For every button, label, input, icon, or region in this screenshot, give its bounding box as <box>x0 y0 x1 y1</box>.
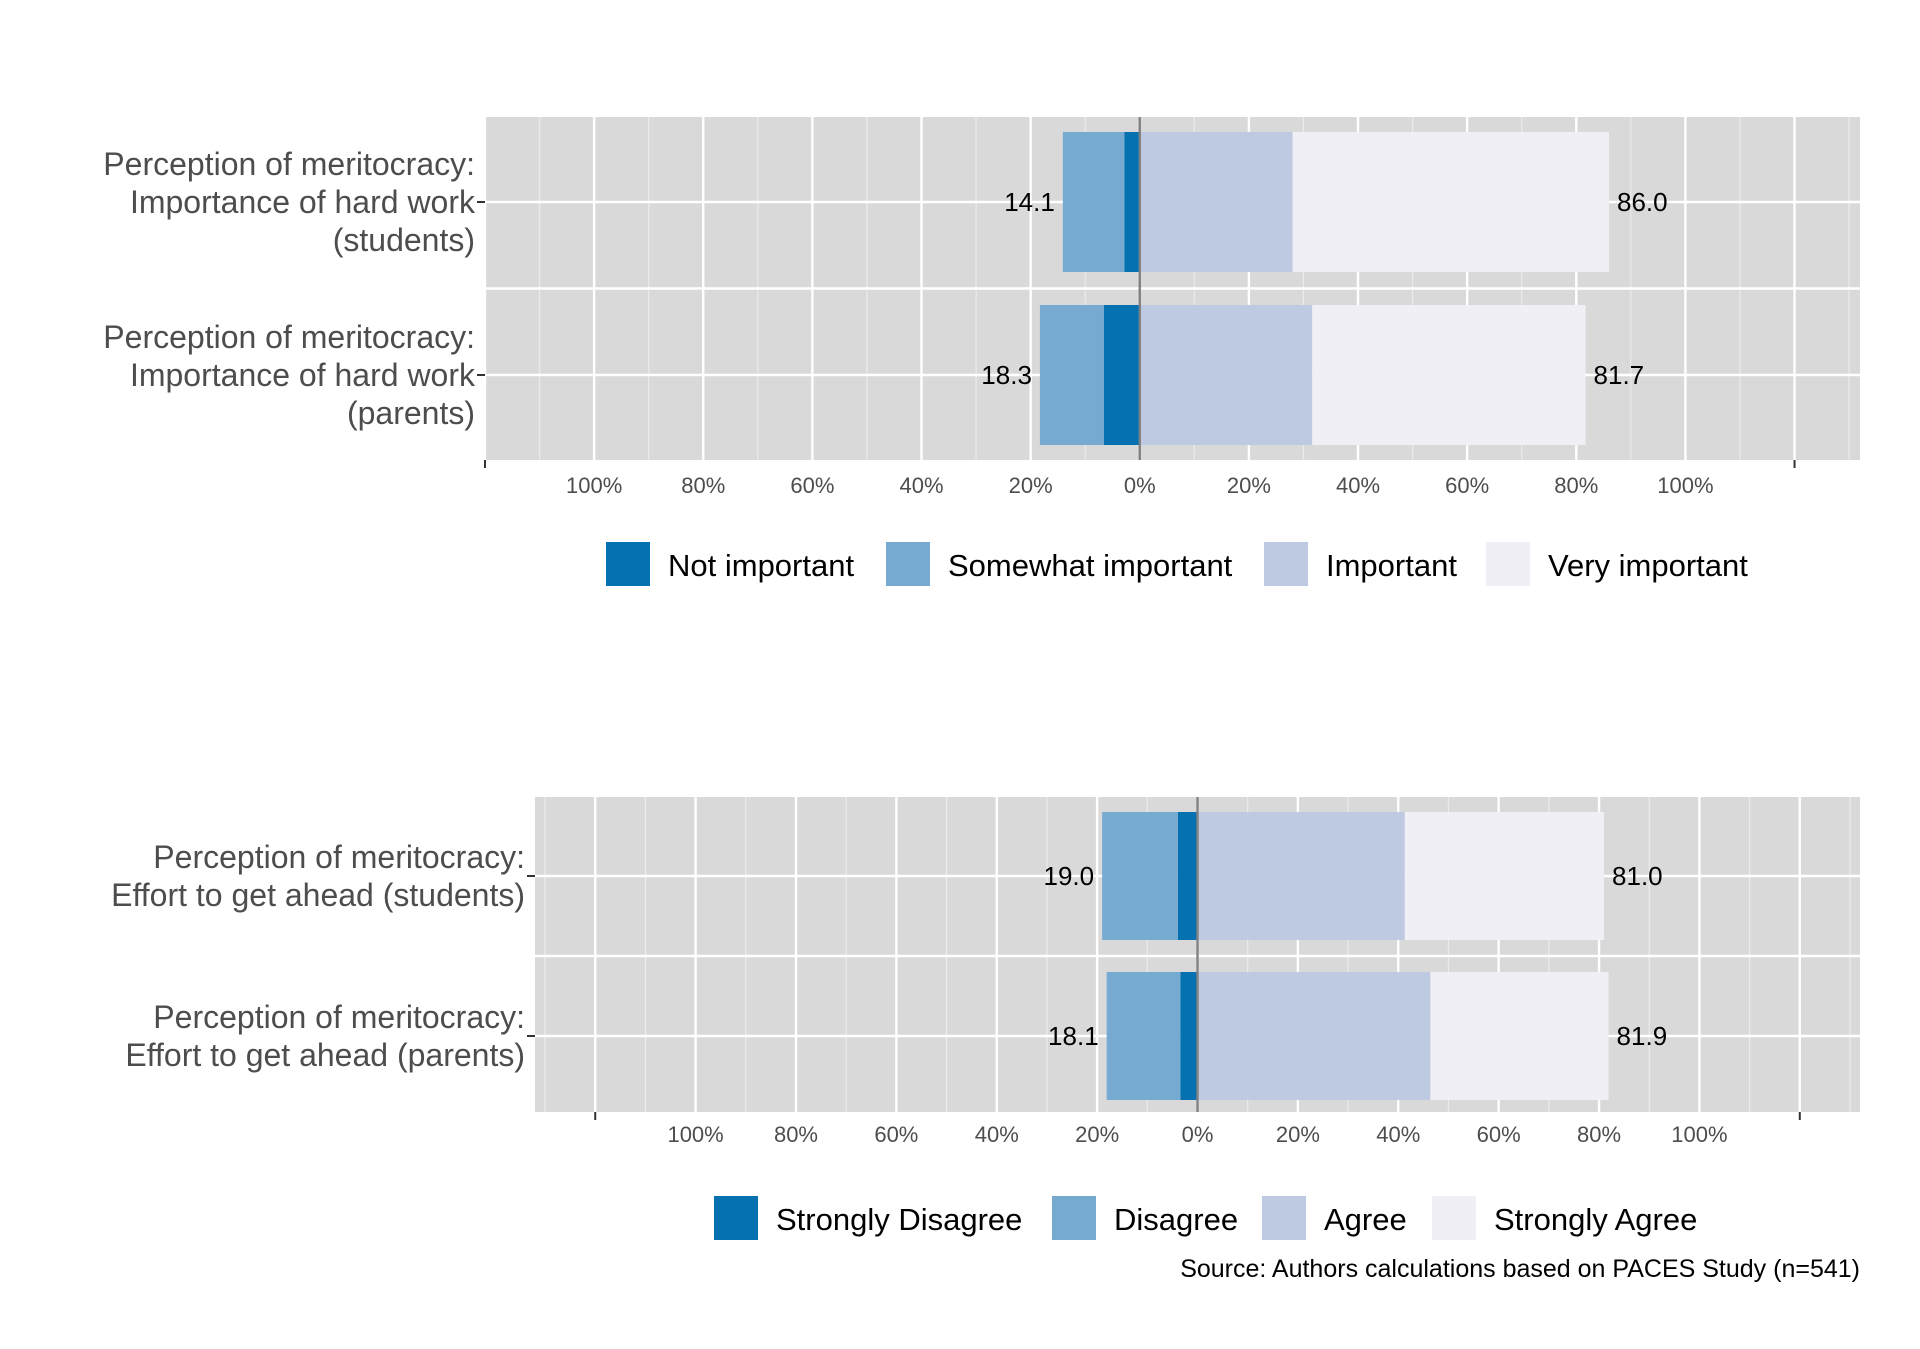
bar-segment-disagree <box>1106 972 1181 1100</box>
x-tick-label: 100% <box>667 1122 723 1147</box>
legend-label: Strongly Agree <box>1494 1202 1697 1237</box>
bar-segment-strongly-agree <box>1430 972 1609 1100</box>
x-tick-label: 0% <box>1182 1122 1214 1147</box>
bar-segment-strongly-disagree <box>1180 972 1198 1100</box>
x-tick-label: 0% <box>1124 473 1156 498</box>
bar-segment-somewhat-important <box>1039 305 1104 445</box>
x-tick-label: 40% <box>899 473 943 498</box>
positive-total-label: 81.9 <box>1617 1021 1668 1051</box>
x-tick-label: 20% <box>1009 473 1053 498</box>
legend-swatch <box>1486 542 1530 586</box>
bar-segment-important <box>1139 132 1293 272</box>
legend-swatch <box>1262 1196 1306 1240</box>
category-label-line: Importance of hard work <box>130 357 476 393</box>
bar-segment-somewhat-important <box>1062 132 1125 272</box>
source-caption: Source: Authors calculations based on PA… <box>1180 1255 1860 1283</box>
category-label-line: Perception of meritocracy: <box>103 319 475 355</box>
negative-total-label: 18.3 <box>981 360 1032 390</box>
x-tick-label: 100% <box>1671 1122 1727 1147</box>
category-label: Perception of meritocracy: Importance of … <box>103 146 476 258</box>
chart-panel-1: 14.1 86.0 18.3 81.7 Perception of meritocrac… <box>103 117 1860 586</box>
x-tick-label: 80% <box>1554 473 1598 498</box>
category-label-line: Effort to get ahead (students) <box>111 877 525 913</box>
legend-label: Somewhat important <box>948 548 1233 583</box>
x-tick-label: 80% <box>774 1122 818 1147</box>
category-label: Perception of meritocracy: Effort to get … <box>125 999 525 1073</box>
positive-total-label: 81.7 <box>1594 360 1645 390</box>
legend-swatch <box>714 1196 758 1240</box>
positive-total-label: 86.0 <box>1617 187 1668 217</box>
x-tick-label: 100% <box>1657 473 1713 498</box>
bar-segment-important <box>1139 305 1313 445</box>
negative-total-label: 14.1 <box>1004 187 1055 217</box>
negative-total-label: 19.0 <box>1044 861 1095 891</box>
category-label-line: Effort to get ahead (parents) <box>125 1037 525 1073</box>
bar-segment-very-important <box>1312 305 1586 445</box>
x-tick-label: 20% <box>1075 1122 1119 1147</box>
x-tick-label: 40% <box>1336 473 1380 498</box>
legend-swatch <box>1264 542 1308 586</box>
category-label-line: Perception of meritocracy: <box>153 999 525 1035</box>
bar-segment-not-important <box>1124 132 1140 272</box>
category-label-line: Perception of meritocracy: <box>103 146 475 182</box>
x-tick-label: 40% <box>1376 1122 1420 1147</box>
legend-label: Very important <box>1548 548 1748 583</box>
x-tick-label: 80% <box>1577 1122 1621 1147</box>
bar-segment-strongly-disagree <box>1177 812 1198 940</box>
legend-label: Important <box>1326 548 1457 583</box>
bar-segment-agree <box>1197 812 1405 940</box>
legend-swatch <box>886 542 930 586</box>
x-tick-label: 60% <box>1445 473 1489 498</box>
x-tick-label: 20% <box>1276 1122 1320 1147</box>
legend-label: Not important <box>668 548 854 583</box>
x-tick-label: 60% <box>790 473 834 498</box>
positive-total-label: 81.0 <box>1612 861 1663 891</box>
bar-segment-disagree <box>1102 812 1178 940</box>
legend-swatch <box>1052 1196 1096 1240</box>
legend-label: Strongly Disagree <box>776 1202 1022 1237</box>
legend-label: Agree <box>1324 1202 1407 1237</box>
x-tick-label: 20% <box>1227 473 1271 498</box>
x-tick-label: 60% <box>874 1122 918 1147</box>
bar-segment-very-important <box>1292 132 1610 272</box>
negative-total-label: 18.1 <box>1048 1021 1099 1051</box>
chart-panel-2: 19.0 81.0 18.1 81.9 Perception of meritocrac… <box>111 797 1860 1240</box>
category-label-line: (parents) <box>347 395 475 431</box>
category-label-line: Perception of meritocracy: <box>153 839 525 875</box>
legend-swatch <box>1432 1196 1476 1240</box>
legend-label: Disagree <box>1114 1202 1238 1237</box>
x-tick-label: 60% <box>1477 1122 1521 1147</box>
category-label-line: (students) <box>333 222 475 258</box>
x-tick-label: 100% <box>566 473 622 498</box>
x-tick-label: 40% <box>975 1122 1019 1147</box>
x-tick-label: 80% <box>681 473 725 498</box>
legend-swatch <box>606 542 650 586</box>
category-label: Perception of meritocracy: Effort to get … <box>111 839 525 913</box>
category-label-line: Importance of hard work <box>130 184 476 220</box>
bar-segment-not-important <box>1103 305 1140 445</box>
bar-segment-strongly-agree <box>1404 812 1605 940</box>
category-label: Perception of meritocracy: Importance of … <box>103 319 476 431</box>
bar-segment-agree <box>1197 972 1431 1100</box>
